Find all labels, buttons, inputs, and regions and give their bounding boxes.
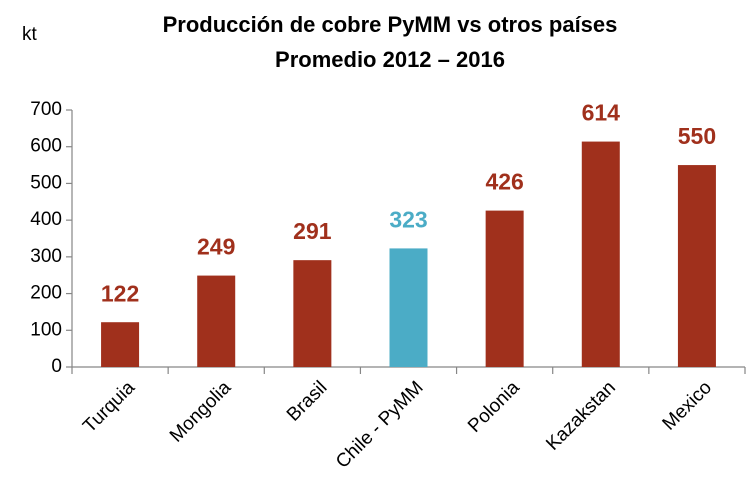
bar bbox=[581, 141, 620, 367]
x-tick-label: Kazakstan bbox=[542, 377, 620, 455]
data-label: 122 bbox=[101, 280, 139, 306]
y-tick-label: 200 bbox=[30, 283, 62, 304]
bar bbox=[485, 210, 524, 367]
bar bbox=[293, 260, 332, 367]
chart-title: Producción de cobre PyMM vs otros países bbox=[163, 12, 618, 37]
data-label: 550 bbox=[678, 123, 716, 149]
chart-subtitle: Promedio 2012 – 2016 bbox=[275, 47, 505, 72]
data-label: 291 bbox=[293, 218, 332, 244]
y-tick-label: 500 bbox=[30, 172, 62, 193]
data-label: 614 bbox=[582, 100, 621, 126]
y-axis-label: kt bbox=[22, 24, 38, 45]
data-label: 249 bbox=[197, 234, 235, 260]
x-tick-label: Chile - PyMM bbox=[332, 377, 427, 472]
y-tick-label: 400 bbox=[30, 209, 62, 230]
y-tick-label: 600 bbox=[30, 136, 62, 157]
x-tick-label: Brasil bbox=[283, 377, 331, 425]
x-tick-label: Turquia bbox=[79, 377, 139, 437]
bar bbox=[677, 165, 716, 367]
bar bbox=[389, 248, 428, 367]
y-tick-label: 0 bbox=[51, 356, 62, 377]
bar bbox=[101, 322, 140, 367]
y-tick-label: 700 bbox=[30, 99, 62, 120]
data-label: 323 bbox=[389, 206, 427, 232]
bar bbox=[197, 275, 236, 367]
y-tick-label: 300 bbox=[30, 246, 62, 267]
data-label: 426 bbox=[485, 169, 523, 195]
x-tick-label: Mongolia bbox=[166, 377, 236, 447]
x-tick-label: Polonia bbox=[464, 377, 524, 437]
x-tick-label: Mexico bbox=[659, 377, 716, 434]
y-tick-label: 100 bbox=[30, 319, 62, 340]
